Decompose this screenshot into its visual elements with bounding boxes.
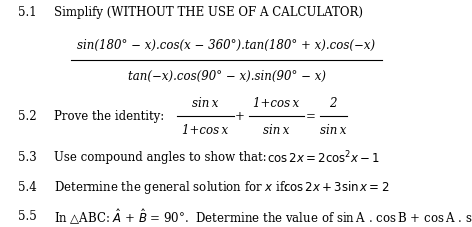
Text: sin x: sin x bbox=[320, 124, 346, 137]
Text: Determine the general solution for $x$ if:: Determine the general solution for $x$ i… bbox=[54, 179, 289, 196]
Text: sin x: sin x bbox=[192, 97, 219, 110]
Text: 5.5: 5.5 bbox=[18, 210, 37, 223]
Text: +: + bbox=[235, 110, 244, 123]
Text: Use compound angles to show that:: Use compound angles to show that: bbox=[54, 151, 267, 164]
Text: sin(180° − x).cos(x − 360°).tan(180° + x).cos(−x): sin(180° − x).cos(x − 360°).tan(180° + x… bbox=[77, 39, 376, 52]
Text: sin x: sin x bbox=[263, 124, 289, 137]
Text: 5.2: 5.2 bbox=[18, 110, 36, 123]
Text: $\cos 2x + 3\sin x = 2$: $\cos 2x + 3\sin x = 2$ bbox=[283, 180, 390, 194]
Text: =: = bbox=[306, 110, 315, 123]
Text: 5.3: 5.3 bbox=[18, 151, 37, 164]
Text: tan(−x).cos(90° − x).sin(90° − x): tan(−x).cos(90° − x).sin(90° − x) bbox=[127, 69, 326, 83]
Text: In △ABC: $\hat{A}$ + $\hat{B}$ = 90°.  Determine the value of sin A . cos B + co: In △ABC: $\hat{A}$ + $\hat{B}$ = 90°. De… bbox=[54, 207, 472, 227]
Text: Prove the identity:: Prove the identity: bbox=[54, 110, 165, 123]
Text: 1+cos x: 1+cos x bbox=[253, 97, 299, 110]
Text: 1+cos x: 1+cos x bbox=[182, 124, 228, 137]
Text: 2: 2 bbox=[329, 97, 337, 110]
Text: $\cos 2x = 2\cos^{2}\!x - 1$: $\cos 2x = 2\cos^{2}\!x - 1$ bbox=[267, 149, 380, 166]
Text: 5.4: 5.4 bbox=[18, 181, 37, 194]
Text: 5.1: 5.1 bbox=[18, 6, 36, 19]
Text: Simplify (WITHOUT THE USE OF A CALCULATOR): Simplify (WITHOUT THE USE OF A CALCULATO… bbox=[54, 6, 363, 19]
